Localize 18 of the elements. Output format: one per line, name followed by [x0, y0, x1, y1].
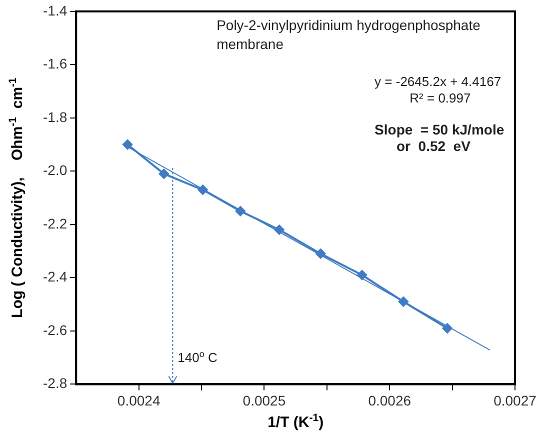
x-tick-label: 0.0026: [368, 392, 412, 408]
annotation: Poly-2-vinylpyridinium hydrogenphosphate membrane: [216, 17, 481, 52]
y-tick-label: -2.4: [43, 268, 68, 285]
x-tick-label: 0.0025: [242, 392, 286, 408]
annotation: R² = 0.997: [410, 90, 471, 106]
x-tick-label: 0.0027: [494, 392, 537, 408]
x-tick-label: 0.0024: [117, 392, 160, 408]
y-tick-label: -1.8: [43, 108, 68, 125]
y-tick-label: -1.4: [43, 2, 68, 18]
y-tick-label: -2.2: [43, 215, 68, 232]
annotation: Slope = 50 kJ/mole: [374, 121, 504, 138]
y-axis-title: Log ( Conductivity), Ohm-1 cm-1: [7, 77, 26, 318]
annotation: or 0.52 eV: [396, 138, 472, 154]
y-tick-label: -2.6: [43, 322, 68, 338]
y-tick-label: -2.0: [43, 162, 68, 178]
y-tick-label: -2.8: [43, 375, 68, 392]
annotation: y = -2645.2x + 4.4167: [374, 74, 502, 89]
y-tick-label: -1.6: [43, 56, 68, 72]
